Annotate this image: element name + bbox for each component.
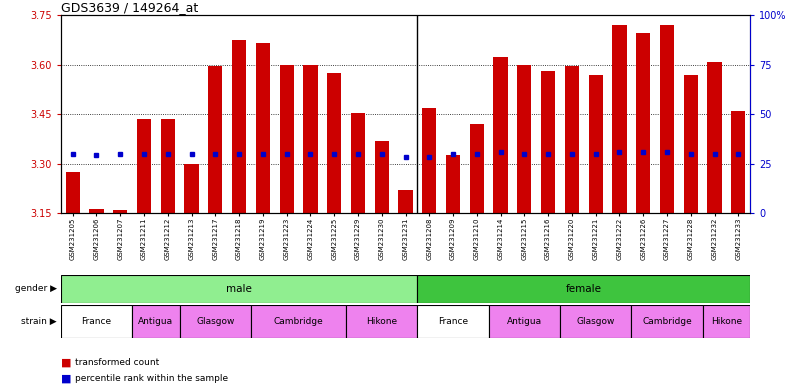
Bar: [280, 65, 294, 213]
Bar: [489, 305, 560, 338]
Text: France: France: [438, 317, 468, 326]
Bar: [660, 25, 674, 213]
Bar: [732, 111, 745, 213]
Bar: [612, 25, 627, 213]
Bar: [137, 119, 151, 213]
Text: GDS3639 / 149264_at: GDS3639 / 149264_at: [61, 1, 198, 14]
Text: Glasgow: Glasgow: [196, 317, 234, 326]
Text: Glasgow: Glasgow: [577, 317, 615, 326]
Text: Antigua: Antigua: [139, 317, 174, 326]
Text: Hikone: Hikone: [711, 317, 742, 326]
Bar: [327, 73, 341, 213]
Bar: [564, 66, 579, 213]
Bar: [132, 305, 180, 338]
Bar: [446, 156, 460, 213]
Bar: [303, 65, 318, 213]
Text: gender ▶: gender ▶: [15, 285, 57, 293]
Bar: [180, 305, 251, 338]
Bar: [255, 43, 270, 213]
Bar: [66, 172, 79, 213]
Bar: [418, 305, 489, 338]
Text: percentile rank within the sample: percentile rank within the sample: [75, 374, 229, 383]
Bar: [707, 61, 722, 213]
Bar: [470, 124, 484, 213]
Bar: [423, 108, 436, 213]
Bar: [208, 66, 222, 213]
Bar: [560, 305, 631, 338]
Bar: [631, 305, 702, 338]
Text: strain ▶: strain ▶: [21, 317, 57, 326]
Bar: [418, 275, 750, 303]
Bar: [113, 210, 127, 213]
Text: male: male: [226, 284, 252, 294]
Bar: [702, 305, 750, 338]
Bar: [184, 164, 199, 213]
Bar: [161, 119, 175, 213]
Text: Antigua: Antigua: [507, 317, 542, 326]
Bar: [636, 33, 650, 213]
Bar: [541, 71, 556, 213]
Text: Hikone: Hikone: [367, 317, 397, 326]
Text: France: France: [81, 317, 112, 326]
Bar: [61, 275, 418, 303]
Bar: [517, 65, 531, 213]
Bar: [493, 56, 508, 213]
Text: Cambridge: Cambridge: [642, 317, 692, 326]
Bar: [232, 40, 247, 213]
Bar: [346, 305, 418, 338]
Bar: [61, 305, 132, 338]
Bar: [398, 190, 413, 213]
Bar: [589, 74, 603, 213]
Bar: [251, 305, 346, 338]
Text: Cambridge: Cambridge: [273, 317, 324, 326]
Text: ■: ■: [61, 373, 71, 383]
Text: ■: ■: [61, 358, 71, 368]
Text: female: female: [566, 284, 602, 294]
Bar: [351, 113, 365, 213]
Text: transformed count: transformed count: [75, 358, 160, 367]
Bar: [375, 141, 388, 213]
Bar: [684, 74, 698, 213]
Bar: [89, 209, 104, 213]
